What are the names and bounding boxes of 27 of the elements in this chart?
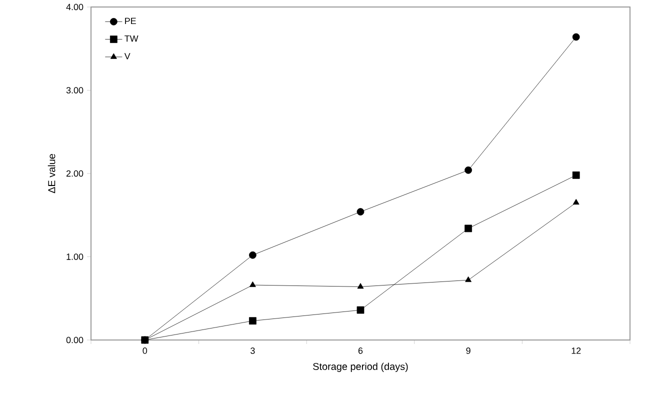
point bbox=[356, 208, 364, 216]
y-tick-label: 2.00 bbox=[66, 170, 84, 177]
x-tick-label: 9 bbox=[466, 348, 470, 354]
point bbox=[572, 171, 580, 179]
point bbox=[357, 283, 364, 289]
x-tick-label: 0 bbox=[142, 348, 148, 354]
x-axis-title: Storage period (days) bbox=[313, 362, 408, 372]
point bbox=[249, 317, 256, 325]
x-tick-label: 6 bbox=[358, 348, 363, 354]
y-tick-label: 3.00 bbox=[66, 87, 84, 94]
y-tick-label: 4.00 bbox=[66, 4, 84, 10]
y-axis-title: ΔE value bbox=[48, 154, 56, 194]
point bbox=[249, 281, 256, 287]
point bbox=[464, 224, 472, 232]
point bbox=[249, 251, 256, 259]
legend-label: PE bbox=[125, 18, 136, 24]
x-tick-label: 12 bbox=[572, 348, 581, 354]
legend-label: TW bbox=[124, 35, 138, 42]
point bbox=[465, 276, 472, 282]
point bbox=[464, 166, 472, 174]
y-tick-label: 0.00 bbox=[66, 336, 84, 344]
legend-label: V bbox=[124, 53, 130, 60]
x-tick-label: 3 bbox=[250, 348, 255, 354]
point bbox=[572, 33, 580, 41]
point bbox=[356, 306, 364, 314]
point bbox=[572, 198, 580, 205]
y-tick-label: 1.00 bbox=[66, 254, 84, 260]
